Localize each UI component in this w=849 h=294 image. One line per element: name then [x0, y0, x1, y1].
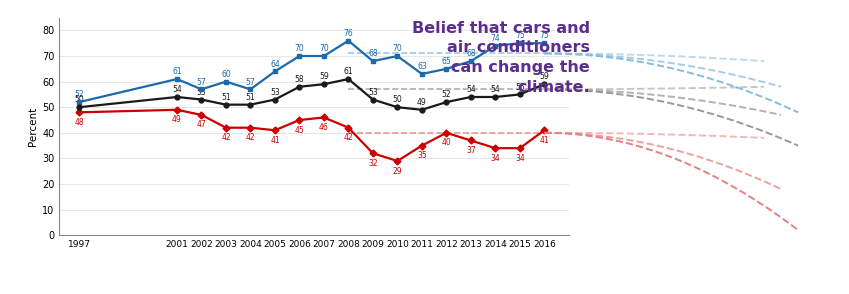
Text: 29: 29 [392, 166, 402, 176]
Text: 51: 51 [221, 93, 231, 102]
Text: 53: 53 [368, 88, 378, 97]
Text: 41: 41 [539, 136, 549, 145]
Text: 50: 50 [74, 96, 84, 104]
Text: 35: 35 [417, 151, 427, 160]
Text: 51: 51 [245, 93, 256, 102]
Text: 42: 42 [245, 133, 256, 142]
Text: 61: 61 [172, 67, 182, 76]
Text: 68: 68 [368, 49, 378, 59]
Text: 68: 68 [466, 49, 475, 59]
Text: 55: 55 [515, 83, 525, 92]
Text: 49: 49 [172, 115, 182, 124]
Text: 70: 70 [319, 44, 329, 53]
Text: 58: 58 [295, 75, 304, 84]
Text: 60: 60 [221, 70, 231, 79]
Text: 70: 70 [295, 44, 304, 53]
Text: 48: 48 [74, 118, 84, 127]
Text: 54: 54 [172, 85, 182, 94]
Text: 75: 75 [539, 31, 549, 41]
Text: 74: 74 [491, 34, 500, 43]
Text: 70: 70 [392, 44, 402, 53]
Text: Source:  The Gallup Organization: Source: The Gallup Organization [8, 277, 158, 286]
Text: 34: 34 [491, 154, 500, 163]
Text: 50: 50 [392, 96, 402, 104]
Text: 63: 63 [417, 62, 427, 71]
Text: 61: 61 [344, 67, 353, 76]
Text: 34: 34 [515, 154, 525, 163]
Text: 65: 65 [441, 57, 452, 66]
Text: Belief that cars and
air conditioners
can change the
climate.: Belief that cars and air conditioners ca… [412, 21, 590, 95]
Text: 32: 32 [368, 159, 378, 168]
Y-axis label: Percent: Percent [28, 107, 38, 146]
Text: 40: 40 [441, 138, 452, 147]
Text: 76: 76 [344, 29, 353, 38]
Text: 75: 75 [515, 31, 525, 41]
Text: 49: 49 [417, 98, 427, 107]
Text: 52: 52 [74, 90, 84, 99]
Text: 59: 59 [539, 72, 549, 81]
Text: 42: 42 [221, 133, 231, 142]
Text: 42: 42 [344, 133, 353, 142]
Text: 37: 37 [466, 146, 475, 155]
Text: 54: 54 [466, 85, 475, 94]
Text: 46: 46 [319, 123, 329, 132]
Text: 41: 41 [270, 136, 280, 145]
Text: 52: 52 [441, 90, 451, 99]
Text: 53: 53 [270, 88, 280, 97]
Text: 45: 45 [295, 126, 304, 135]
Text: 47: 47 [197, 121, 206, 129]
Text: 59: 59 [319, 72, 329, 81]
Text: 57: 57 [197, 78, 206, 86]
Text: 53: 53 [197, 88, 206, 97]
Text: 64: 64 [270, 60, 280, 69]
Text: 54: 54 [491, 85, 500, 94]
Text: 57: 57 [245, 78, 256, 86]
